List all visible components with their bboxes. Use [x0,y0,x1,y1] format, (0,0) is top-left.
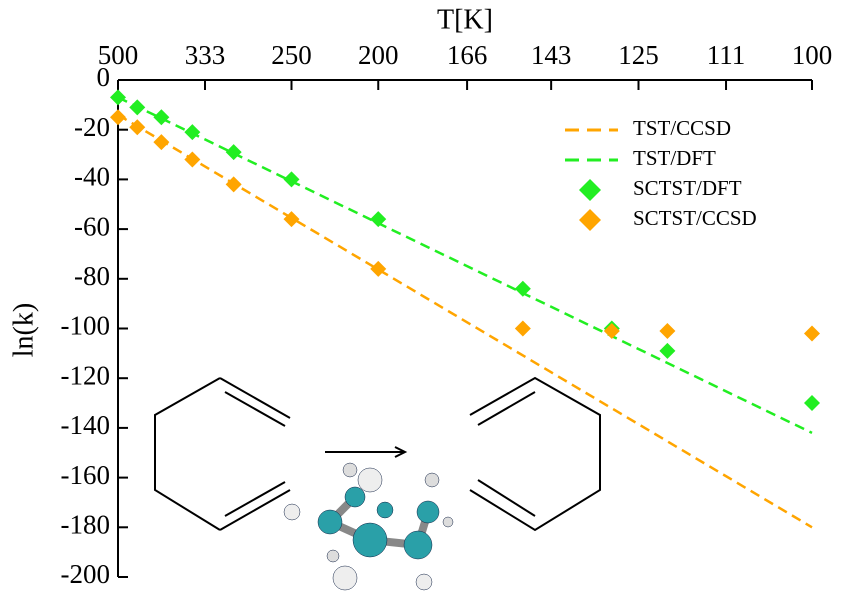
marker [184,152,200,168]
atom-c [377,502,393,518]
marker [659,343,675,359]
y-tick-label: -40 [74,162,110,192]
y-tick-label: -100 [61,311,111,341]
x-tick-label: 143 [531,40,572,70]
ring-left [155,378,220,530]
x-tick-label: 200 [358,40,399,70]
atom-h [333,566,357,590]
atom-h [343,463,357,477]
ring-right [470,378,600,530]
y-tick-label: 0 [97,62,111,92]
marker [515,321,531,337]
atom-c [318,510,342,534]
y-tick-label: -160 [61,460,111,490]
bond [478,480,535,516]
atom-h [443,517,453,527]
marker [226,176,242,192]
marker [604,323,620,339]
molecule [284,463,453,590]
marker [129,99,145,115]
atom-h [416,574,432,590]
x-tick-label: 100 [792,40,833,70]
y-tick-label: -200 [61,559,111,589]
bond [478,392,535,425]
y-tick-label: -140 [61,410,111,440]
x-tick-label: 166 [447,40,488,70]
atom-c [404,531,432,559]
y-tick-label: -80 [74,261,110,291]
legend-swatch [579,209,601,231]
marker [153,134,169,150]
y-axis-title: ln(k) [8,303,39,357]
legend-swatch [579,179,601,201]
marker [110,89,126,105]
marker [370,261,386,277]
x-tick-label: 250 [271,40,312,70]
x-axis-title: T[K] [437,4,493,35]
x-tick-label: 111 [707,40,746,70]
y-tick-label: -20 [74,112,110,142]
bond [220,378,290,418]
atom-c [417,501,439,523]
atom-c [353,523,387,557]
marker [804,325,820,341]
y-tick-label: -120 [61,360,111,390]
marker [184,124,200,140]
legend-label: SCTST/CCSD [633,206,757,230]
legend-label: SCTST/DFT [633,176,742,200]
marker [153,109,169,125]
y-tick-label: -180 [61,510,111,540]
marker [659,323,675,339]
x-tick-label: 125 [618,40,659,70]
marker [515,281,531,297]
atom-h [358,468,382,492]
legend-label: TST/DFT [633,146,716,170]
marker [129,119,145,135]
bond [220,490,290,530]
atom-h [284,504,300,520]
marker [110,109,126,125]
y-tick-label: -60 [74,211,110,241]
atom-c [345,487,365,507]
marker [804,395,820,411]
legend-label: TST/CCSD [633,116,731,140]
chart: T[K] ln(k) 5003332502001661431251111000-… [0,0,844,594]
atom-h [327,550,339,562]
atom-h [425,473,439,487]
marker [226,144,242,160]
x-tick-label: 333 [185,40,226,70]
